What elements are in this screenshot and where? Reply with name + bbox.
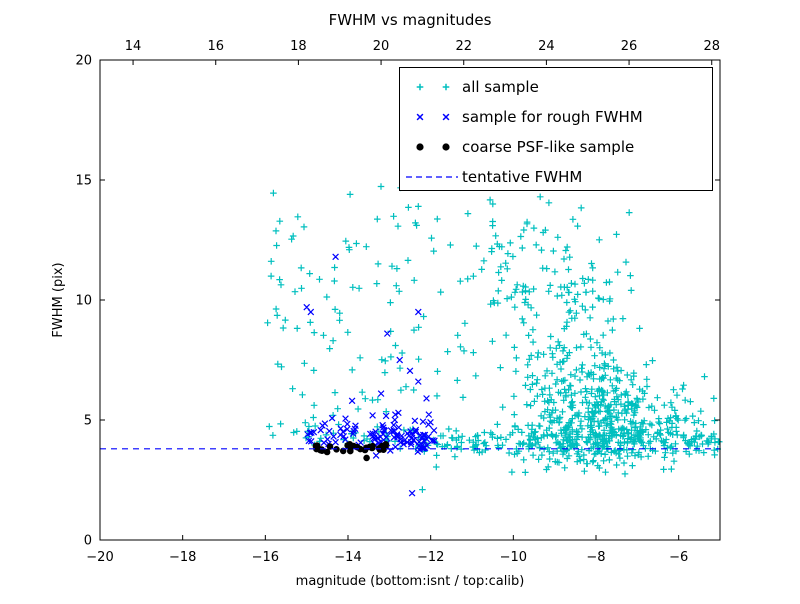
x-tick-label: −6	[669, 550, 688, 565]
x-tick-label: −16	[252, 550, 279, 565]
legend-item-all-sample: all sample	[416, 78, 539, 96]
x-axis-top: 14 16 18 20 22 24 26 28	[125, 39, 720, 65]
x-top-tick-label: 26	[621, 39, 638, 54]
x-axis-label: magnitude (bottom:isnt / top:calib)	[296, 574, 525, 589]
scatter-series	[264, 183, 723, 497]
y-tick-label: 10	[75, 294, 92, 309]
x-top-tick-label: 28	[703, 39, 720, 54]
legend-label-psf-sample: coarse PSF-like sample	[462, 138, 634, 156]
x-top-tick-label: 14	[125, 39, 142, 54]
x-top-tick-label: 24	[538, 39, 555, 54]
y-tick-label: 5	[84, 414, 92, 429]
legend-label-all-sample: all sample	[462, 78, 539, 96]
y-tick-label: 0	[84, 534, 92, 549]
x-top-tick-label: 18	[290, 39, 307, 54]
x-tick-label: −8	[586, 550, 605, 565]
chart-title: FWHM vs magnitudes	[329, 11, 492, 29]
x-tick-label: −14	[334, 550, 361, 565]
legend-box	[399, 67, 713, 191]
x-top-tick-label: 20	[373, 39, 390, 54]
y-axis-label: FWHM (pix)	[51, 262, 66, 337]
legend-item-rough-fwhm: sample for rough FWHM	[416, 108, 643, 126]
x-tick-label: −12	[417, 550, 444, 565]
legend-item-psf-sample: coarse PSF-like sample	[416, 138, 634, 156]
legend-label-rough-fwhm: sample for rough FWHM	[462, 108, 643, 126]
x-axis-bottom: −20 −18 −16 −14 −12 −10 −8 −6	[86, 535, 688, 565]
x-tick-label: −20	[86, 550, 113, 565]
series-coarse-psf-like-sample	[312, 440, 390, 462]
y-tick-label: 15	[75, 174, 92, 189]
x-top-tick-label: 16	[207, 39, 224, 54]
y-axis-right	[715, 59, 720, 541]
x-marker-icon	[416, 113, 450, 121]
x-tick-label: −10	[500, 550, 527, 565]
dot-marker-icon	[416, 143, 424, 151]
x-top-tick-label: 22	[455, 39, 472, 54]
x-tick-label: −18	[169, 550, 196, 565]
plus-marker-icon	[416, 83, 450, 91]
legend-label-tentative-fwhm: tentative FWHM	[462, 168, 582, 186]
series-sample-for-rough-fwhm	[303, 253, 438, 497]
y-tick-label: 20	[75, 54, 92, 69]
y-axis-left: 0 5 10 15 20	[75, 54, 105, 549]
legend: all sample sample for rough FWHM coarse …	[399, 67, 713, 191]
legend-item-tentative-fwhm: tentative FWHM	[406, 168, 582, 186]
plot-area-border	[99, 59, 721, 541]
dot-marker-icon	[442, 143, 450, 151]
